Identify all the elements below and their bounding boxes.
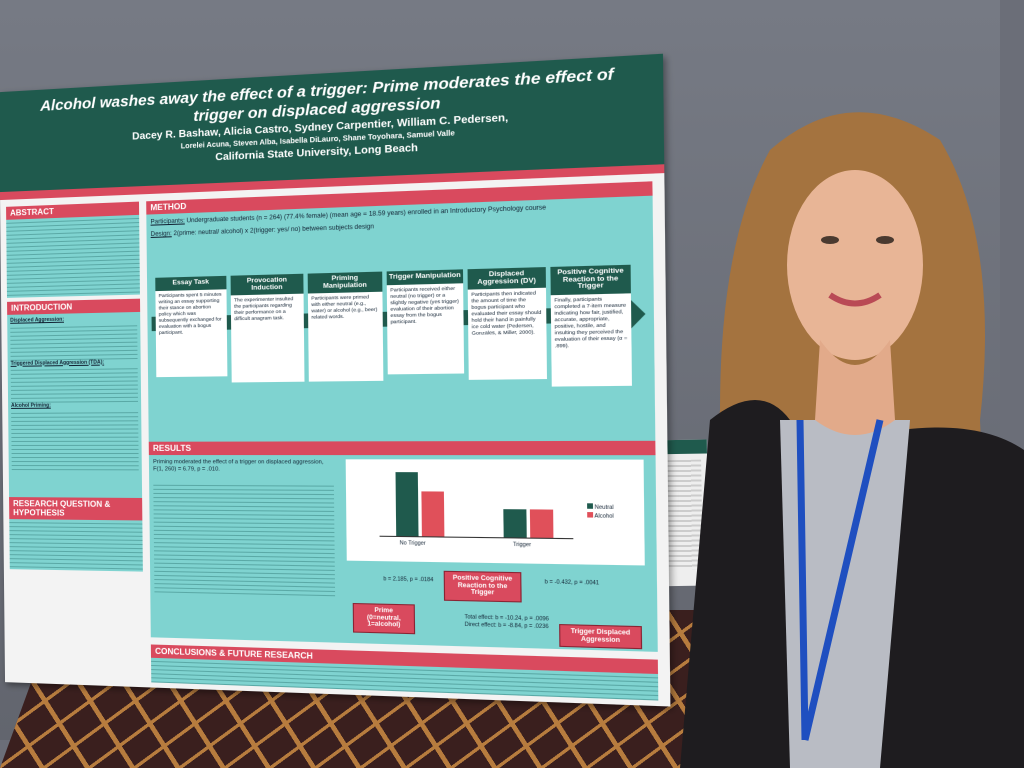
path-b: b = -0.432, p = .0041	[545, 579, 600, 587]
method-step: Priming Manipulation Participants were pr…	[308, 272, 384, 382]
figure-bar	[503, 509, 526, 537]
mediator-box: Positive Cognitive Reaction to the Trigg…	[444, 571, 522, 602]
method-step: Positive Cognitive Reaction to the Trigg…	[550, 265, 632, 386]
path-a: b = 2.185, p = .0184	[383, 576, 433, 584]
method-panel: Participants: Undergraduate students (n …	[146, 196, 655, 442]
abstract-section: ABSTRACT	[6, 202, 140, 298]
step-title: Positive Cognitive Reaction to the Trigg…	[550, 265, 631, 295]
legend-label: Alcohol	[594, 513, 613, 520]
method-step: Displaced Aggression (DV) Participants th…	[468, 267, 547, 380]
step-text: Finally, participants completed a 7-item…	[551, 293, 632, 386]
question-text	[9, 519, 143, 572]
results-text	[153, 482, 335, 599]
legend-label: Neutral	[595, 504, 614, 511]
intro-text: Displaced Aggression: Triggered Displace…	[7, 312, 142, 502]
step-title: Provocation Induction	[231, 274, 304, 296]
method-section: METHOD Participants: Undergraduate stude…	[146, 181, 655, 436]
group-label: No Trigger	[400, 540, 426, 547]
step-text: Participants spent 5 minutes writing an …	[155, 289, 227, 377]
face	[787, 170, 923, 360]
figure: No Trigger Trigger Neutral Alcohol	[346, 459, 645, 565]
eye	[876, 236, 894, 244]
design: 2(prime: neutral/ alcohol) x 2(trigger: …	[173, 224, 374, 237]
intro-section: INTRODUCTION Displaced Aggression: Trigg…	[7, 299, 142, 502]
legend-item: Alcohol	[587, 512, 614, 520]
method-step: Essay Task Participants spent 5 minutes w…	[155, 276, 227, 377]
results-main: Priming moderated the effect of a trigge…	[153, 459, 334, 474]
direct-effect: Direct effect: b = -8.84, p = .0236	[465, 622, 549, 631]
step-title: Displaced Aggression (DV)	[468, 267, 546, 290]
step-text: The experimenter insulted the participan…	[231, 294, 305, 383]
step-title: Priming Manipulation	[308, 272, 383, 294]
abstract-text	[6, 215, 140, 298]
section-header: RESULTS	[149, 441, 656, 455]
group-label: Trigger	[513, 542, 531, 549]
figure-bar	[421, 491, 444, 536]
section-header: RESEARCH QUESTION & HYPOTHESIS	[9, 497, 142, 520]
figure-bar	[395, 472, 418, 536]
person	[680, 90, 1024, 768]
eye	[821, 236, 839, 244]
predictor-box: Prime (0=neutral, 1=alcohol)	[353, 603, 415, 634]
results-section: RESULTS Priming moderated the effect of …	[149, 441, 658, 657]
question-section: RESEARCH QUESTION & HYPOTHESIS	[9, 497, 143, 572]
method-step: Provocation Induction The experimenter in…	[231, 274, 305, 383]
poster: Alcohol washes away the effect of a trig…	[0, 54, 670, 707]
outcome-box: Trigger Displaced Aggression	[559, 624, 642, 649]
step-text: Participants received either neutral (no…	[387, 283, 464, 374]
label: Design:	[151, 231, 172, 238]
label: Participants:	[151, 218, 185, 225]
legend-item: Neutral	[587, 503, 614, 511]
step-text: Participants were primed with either neu…	[308, 292, 384, 382]
step-text: Participants then indicated the amount o…	[468, 288, 547, 380]
figure-bar	[530, 509, 554, 537]
results-panel: Priming moderated the effect of a trigge…	[149, 455, 658, 652]
method-step: Trigger Manipulation Participants receive…	[387, 269, 464, 374]
